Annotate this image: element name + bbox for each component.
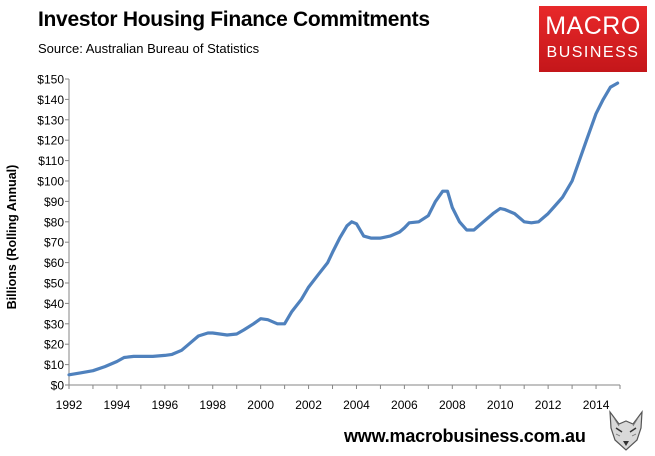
x-tick-label: 2014 [583,398,610,412]
logo-line-2: BUSINESS [546,44,640,61]
y-tick-label: $60 [44,256,64,270]
chart-title: Investor Housing Finance Commitments [38,8,430,31]
x-tick-label: 2004 [343,398,370,412]
y-tick-label: $50 [44,277,64,291]
y-tick-label: $130 [37,113,64,127]
fox-mascot-icon [609,410,643,451]
logo-line-1: MACRO [545,12,641,40]
y-tick-label: $30 [44,317,64,331]
y-tick-label: $40 [44,297,64,311]
y-tick-label: $140 [37,93,64,107]
y-tick-label: $110 [38,154,64,168]
y-tick-label: $10 [44,358,64,372]
website-url: www.macrobusiness.com.au [344,426,586,446]
series-line [67,81,620,377]
y-tick-label: $90 [44,195,64,209]
x-tick-label: 1992 [56,398,83,412]
x-tick-label: 1994 [104,398,131,412]
x-tick-label: 2000 [247,398,274,412]
x-tick-label: 1998 [199,398,226,412]
macrobusiness-logo: MACRO BUSINESS [539,6,647,72]
x-tick-label: 2010 [487,398,514,412]
y-tick-label: $150 [37,73,64,87]
x-tick-label: 1996 [151,398,178,412]
chart-source: Source: Australian Bureau of Statistics [38,41,260,56]
y-tick-label: $20 [44,338,64,352]
y-tick-label: $0 [51,379,65,393]
y-tick-label: $70 [44,236,64,250]
x-tick-label: 2002 [295,398,322,412]
x-tick-label: 2012 [535,398,562,412]
y-tick-label: $100 [37,175,64,189]
x-tick-label: 2006 [391,398,418,412]
x-tick-label: 2008 [439,398,466,412]
y-tick-label: $120 [37,134,64,148]
y-tick-label: $80 [44,215,64,229]
